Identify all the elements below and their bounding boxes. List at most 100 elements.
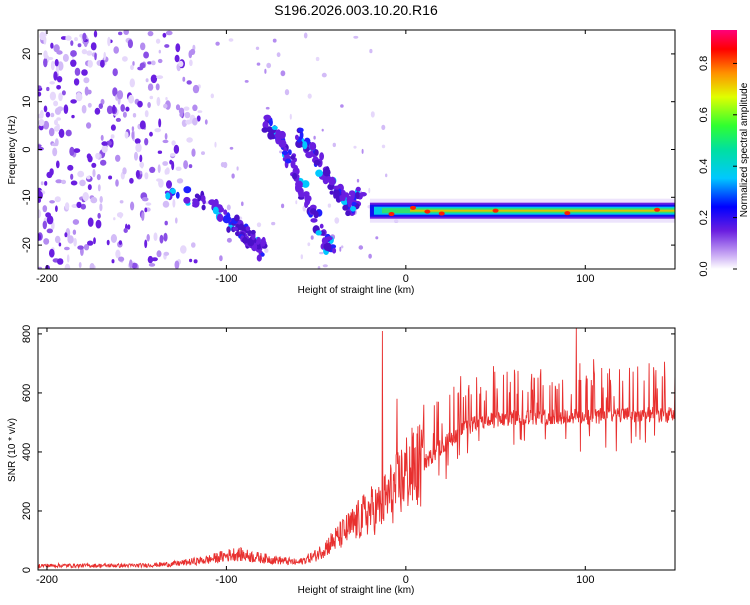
noise-blob: [58, 92, 63, 102]
track-B-blob: [313, 210, 319, 219]
noise-blob: [176, 178, 184, 184]
noise-blob: [39, 109, 44, 119]
noise-blob: [279, 150, 283, 154]
noise-blob: [149, 131, 153, 137]
track-B-blob: [292, 172, 298, 180]
noise-blob: [84, 86, 89, 96]
noise-blob: [130, 201, 135, 211]
noise-blob: [77, 170, 85, 178]
noise-blob: [321, 72, 327, 78]
noise-blob: [175, 217, 178, 224]
noise-blob: [129, 78, 135, 88]
noise-blob: [76, 201, 82, 209]
noise-blob: [58, 242, 62, 247]
noise-blob: [43, 50, 48, 59]
noise-blob: [271, 221, 276, 226]
noise-blob: [244, 80, 249, 83]
noise-blob: [43, 120, 50, 130]
track-A-blob: [165, 192, 171, 200]
noise-blob: [64, 202, 70, 210]
noise-blob: [310, 235, 314, 240]
track-A-blob: [175, 191, 180, 199]
noise-blob: [188, 164, 193, 169]
track-A-blob: [234, 214, 240, 222]
noise-blob: [226, 237, 232, 243]
noise-blob: [192, 84, 200, 94]
noise-blob: [50, 112, 55, 118]
noise-blob: [72, 219, 80, 225]
noise-blob: [214, 141, 217, 148]
noise-blob: [256, 62, 261, 66]
colorbar-tick-label: 0.0: [698, 261, 710, 276]
noise-blob: [73, 237, 77, 247]
track-C-blob: [348, 190, 356, 197]
noise-blob: [42, 220, 47, 230]
noise-blob: [89, 263, 95, 269]
spectrogram-plot-area: [38, 30, 675, 269]
noise-blob: [154, 128, 161, 133]
track-B-blob: [281, 150, 289, 155]
noise-blob: [110, 134, 115, 139]
noise-blob: [155, 38, 161, 44]
noise-blob: [150, 74, 158, 84]
noise-blob: [147, 83, 154, 91]
noise-blob: [219, 255, 223, 262]
noise-blob: [54, 196, 61, 203]
track-B-blob: [309, 204, 317, 210]
noise-blob: [236, 166, 239, 171]
colorbar-tick-label: 0.2: [698, 210, 710, 225]
noise-blob: [49, 81, 55, 85]
noise-blob: [204, 119, 208, 125]
y-tick-label: -20: [21, 237, 33, 253]
noise-blob: [61, 90, 66, 96]
noise-blob: [49, 200, 55, 204]
track-B-blob: [304, 195, 312, 202]
noise-blob: [108, 175, 113, 180]
track-B-blob: [295, 180, 303, 189]
track-C-blob: [314, 149, 319, 157]
noise-blob: [265, 106, 270, 110]
noise-blob: [97, 184, 101, 192]
track-B-blob: [293, 165, 298, 170]
track-C-blob: [315, 169, 323, 177]
noise-blob: [113, 46, 119, 54]
track-A-blob: [202, 199, 206, 205]
noise-blob: [135, 170, 140, 179]
y-tick-label: 20: [21, 48, 33, 60]
noise-blob: [264, 68, 267, 74]
noise-blob: [111, 259, 115, 264]
noise-blob: [57, 258, 64, 265]
noise-blob: [220, 162, 225, 168]
noise-blob: [55, 205, 58, 212]
noise-blob: [128, 94, 135, 104]
noise-blob: [52, 147, 58, 157]
track-C-blob: [322, 168, 331, 177]
noise-blob: [332, 142, 336, 148]
noise-blob: [151, 60, 156, 66]
noise-blob: [319, 251, 324, 255]
track-B-blob: [310, 218, 318, 223]
track-C-blob: [295, 140, 303, 148]
noise-blob: [375, 236, 379, 240]
noise-blob: [73, 78, 80, 86]
noise-blob: [170, 153, 176, 157]
y-tick-label: 400: [21, 443, 33, 461]
noise-blob: [125, 106, 130, 112]
noise-blob: [162, 32, 167, 38]
noise-blob: [115, 154, 121, 162]
noise-blob: [38, 91, 42, 97]
noise-blob: [70, 59, 77, 67]
noise-blob: [317, 266, 321, 269]
track-A-blob: [192, 198, 198, 203]
noise-blob: [215, 41, 220, 46]
noise-blob: [87, 102, 92, 108]
track-C-blob: [319, 152, 324, 161]
noise-blob: [196, 115, 201, 122]
noise-blob: [82, 192, 89, 202]
noise-blob: [131, 131, 135, 140]
noise-blob: [180, 245, 187, 254]
track-C-blob: [342, 204, 349, 211]
noise-blob: [229, 146, 234, 150]
noise-blob: [53, 100, 59, 107]
